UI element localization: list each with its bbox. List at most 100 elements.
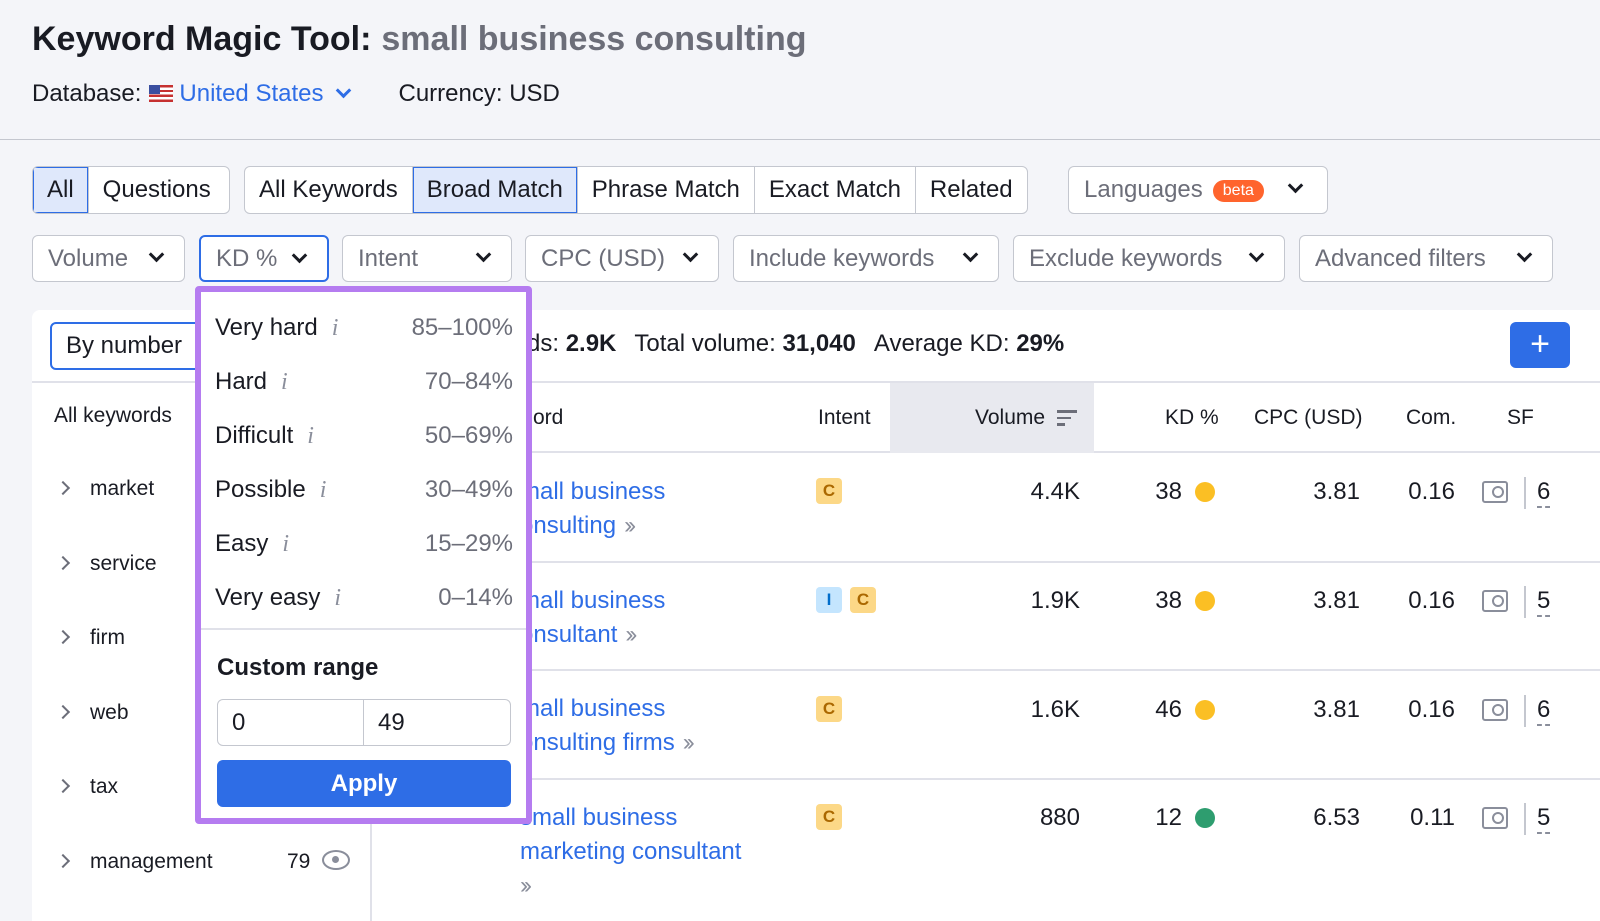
- double-chevron-icon[interactable]: ››: [682, 729, 695, 756]
- kd-option-possible[interactable]: Possible i 30–49%: [215, 476, 513, 503]
- serp-icon[interactable]: [1482, 481, 1508, 503]
- match-type-tabs: All Keywords Broad Match Phrase Match Ex…: [244, 166, 1028, 214]
- kd-value: 38: [1155, 478, 1182, 505]
- kd-option-hard[interactable]: Hard i 70–84%: [215, 368, 513, 395]
- com-value: 0.16: [1408, 587, 1455, 614]
- tool-name: Keyword Magic Tool:: [32, 20, 372, 58]
- tab-related[interactable]: Related: [929, 176, 1013, 203]
- serp-features-count[interactable]: 6: [1537, 478, 1551, 508]
- sidebar-item-service[interactable]: service: [55, 552, 157, 576]
- keywords-count: 2.9K: [565, 330, 617, 357]
- info-icon[interactable]: i: [334, 585, 342, 611]
- sort-icon[interactable]: [1057, 410, 1077, 426]
- column-com[interactable]: Com.: [1406, 406, 1457, 429]
- kd-filter[interactable]: KD %: [199, 235, 329, 282]
- divider: [1524, 695, 1526, 727]
- sidebar-item-tax[interactable]: tax: [55, 775, 118, 799]
- column-sf[interactable]: SF: [1507, 406, 1534, 429]
- page-header: Keyword Magic Tool: small business consul…: [0, 0, 1600, 140]
- column-kd[interactable]: KD %: [1165, 406, 1219, 429]
- kd-dropdown: Very hard i 85–100% Hard i 70–84% Difficult i…: [195, 286, 532, 824]
- languages-label: Languages: [1084, 176, 1203, 203]
- range-to-input[interactable]: 49: [378, 709, 405, 736]
- tab-all-keywords[interactable]: All Keywords: [245, 167, 413, 213]
- kd-indicator-dot: [1195, 591, 1215, 611]
- column-cpc[interactable]: CPC (USD): [1254, 406, 1363, 429]
- intent-filter[interactable]: Intent: [342, 235, 512, 282]
- chevron-down-icon: [335, 82, 351, 99]
- kd-option-difficult[interactable]: Difficult i 50–69%: [215, 422, 513, 449]
- sidebar-item-management[interactable]: management: [55, 850, 213, 874]
- apply-button[interactable]: Apply: [217, 760, 511, 807]
- languages-select[interactable]: Languages beta: [1068, 166, 1328, 214]
- intent-badge-commercial: C: [816, 478, 842, 504]
- kd-option-very-hard[interactable]: Very hard i 85–100%: [215, 314, 513, 341]
- double-chevron-icon[interactable]: ››: [625, 621, 637, 648]
- all-keywords-label[interactable]: All keywords: [54, 404, 172, 427]
- kd-option-easy[interactable]: Easy i 15–29%: [215, 530, 513, 557]
- chevron-right-icon: [55, 555, 71, 571]
- currency-label: Currency: USD: [398, 80, 560, 107]
- column-intent[interactable]: Intent: [818, 406, 871, 429]
- keyword-link[interactable]: mall business onsulting ››: [520, 478, 666, 539]
- chevron-right-icon: [55, 778, 71, 794]
- chevron-right-icon: [55, 480, 71, 496]
- sidebar-item-market[interactable]: market: [55, 477, 154, 501]
- kd-indicator-dot: [1195, 482, 1215, 502]
- info-icon[interactable]: i: [282, 531, 290, 557]
- cpc-filter[interactable]: CPC (USD): [525, 235, 719, 282]
- beta-badge: beta: [1212, 180, 1264, 202]
- total-volume-label: Total volume:: [634, 330, 776, 357]
- tab-broad-match[interactable]: Broad Match: [412, 167, 578, 213]
- column-volume[interactable]: Volume: [975, 406, 1046, 429]
- tab-exact-match[interactable]: Exact Match: [755, 167, 916, 213]
- question-filter-tabs: All Questions: [32, 166, 230, 214]
- divider: [1524, 477, 1526, 509]
- cpc-value: 3.81: [1313, 696, 1360, 723]
- com-value: 0.11: [1410, 804, 1455, 831]
- info-icon[interactable]: i: [331, 315, 339, 341]
- info-icon[interactable]: i: [281, 369, 288, 395]
- divider: [1524, 586, 1526, 618]
- advanced-filters[interactable]: Advanced filters: [1299, 235, 1553, 282]
- kd-option-very-easy[interactable]: Very easy i 0–14%: [215, 584, 513, 611]
- column-keyword[interactable]: ord: [533, 406, 564, 429]
- divider: [32, 381, 1600, 383]
- custom-range-label: Custom range: [217, 654, 379, 681]
- sidebar-item-web[interactable]: web: [55, 701, 129, 725]
- chevron-down-icon: [962, 246, 979, 263]
- group-by-number-toggle[interactable]: By number: [50, 322, 220, 370]
- serp-icon[interactable]: [1482, 699, 1508, 721]
- total-volume: 31,040: [782, 330, 856, 357]
- chevron-right-icon: [55, 629, 71, 645]
- com-value: 0.16: [1408, 478, 1455, 505]
- include-keywords-filter[interactable]: Include keywords: [733, 235, 999, 282]
- tab-questions[interactable]: Questions: [102, 176, 211, 203]
- serp-features-count[interactable]: 6: [1537, 696, 1551, 726]
- sidebar-item-firm[interactable]: firm: [55, 626, 125, 650]
- keyword-link[interactable]: small business marketing consultant ››: [520, 804, 742, 899]
- row-divider: [398, 669, 1600, 671]
- double-chevron-icon[interactable]: ››: [624, 512, 636, 539]
- serp-icon[interactable]: [1482, 807, 1508, 829]
- volume-filter[interactable]: Volume: [32, 235, 185, 282]
- eye-icon[interactable]: [322, 850, 350, 870]
- serp-features-count[interactable]: 5: [1537, 804, 1551, 834]
- tab-phrase-match[interactable]: Phrase Match: [578, 167, 755, 213]
- intent-badge-commercial: C: [816, 696, 842, 722]
- info-icon[interactable]: i: [319, 477, 327, 503]
- keyword-link[interactable]: mall business onsulting firms ››: [520, 695, 695, 756]
- add-to-list-button[interactable]: +: [1510, 322, 1570, 368]
- serp-features-count[interactable]: 5: [1537, 587, 1551, 617]
- chevron-down-icon: [1287, 177, 1304, 194]
- keyword-link[interactable]: mall business onsultant ››: [520, 587, 666, 648]
- exclude-keywords-filter[interactable]: Exclude keywords: [1013, 235, 1285, 282]
- serp-icon[interactable]: [1482, 590, 1508, 612]
- range-from-input[interactable]: 0: [218, 700, 364, 745]
- info-icon[interactable]: i: [307, 423, 314, 449]
- results-stats: rds: 2.9K Total volume: 31,040 Average KD:…: [519, 330, 1064, 358]
- tab-all[interactable]: All: [33, 167, 89, 213]
- row-divider: [398, 561, 1600, 563]
- database-select[interactable]: United States: [179, 80, 351, 107]
- double-chevron-icon[interactable]: ››: [520, 872, 532, 899]
